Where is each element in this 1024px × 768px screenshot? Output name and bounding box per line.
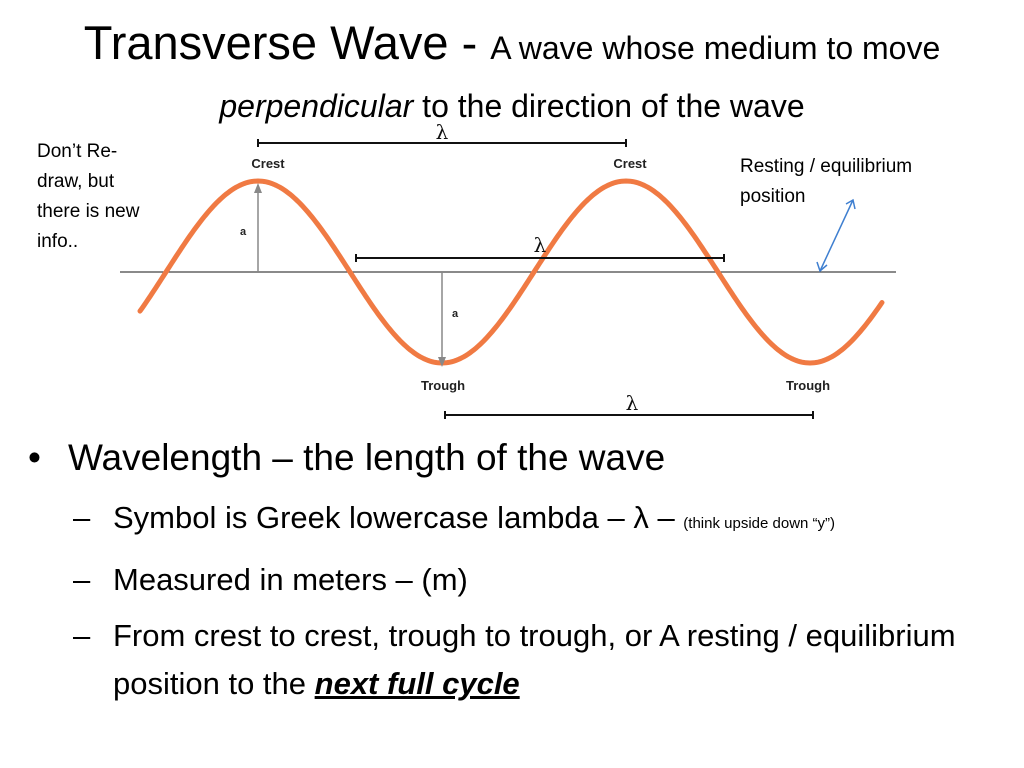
bullet-dot: •: [28, 437, 41, 478]
lambda-bottom-label: λ: [626, 391, 639, 415]
lambda-top-label: λ: [436, 120, 449, 144]
wave-curve: [137, 178, 885, 366]
side-note: Don’t Re-draw, but there is new info..: [37, 141, 140, 252]
sub-bullet-symbol-text: Symbol is Greek lowercase lambda – λ –: [113, 500, 684, 535]
sub-bullet-symbol-note: (think upside down “y”): [683, 515, 836, 532]
wavelength-bar-bottom: λ: [444, 391, 814, 419]
sub-bullet-dash: –: [73, 500, 91, 535]
slide-title: Transverse Wave - A wave whose medium to…: [0, 14, 1024, 135]
resting-position-arrow: [816, 198, 856, 273]
crest-label-right: Crest: [613, 156, 647, 171]
amplitude-arrow-trough: a: [438, 272, 459, 367]
title-emphasis: perpendicular: [219, 88, 414, 124]
amplitude-label-top: a: [240, 226, 247, 238]
title-definition-2: to the direction of the wave: [413, 88, 805, 124]
trough-label-left: Trough: [421, 378, 465, 393]
bullet-wavelength: • Wavelength – the length of the wave: [28, 430, 1008, 486]
bullet-list: • Wavelength – the length of the wave – …: [28, 430, 1008, 708]
wavelength-bar-top: λ: [257, 120, 627, 147]
title-main: Transverse Wave -: [83, 16, 491, 69]
sub-bullet-measure-text: From crest to crest, trough to trough, o…: [113, 618, 956, 701]
sub-bullet-measure: – From crest to crest, trough to trough,…: [73, 612, 1008, 708]
crest-label-left: Crest: [251, 156, 285, 171]
amplitude-arrow-crest: a: [240, 183, 262, 272]
wavelength-bar-middle: λ: [355, 233, 725, 262]
sub-bullet-units-text: Measured in meters – (m): [113, 562, 468, 597]
next-full-cycle-emphasis: next full cycle: [314, 666, 520, 701]
sub-bullet-dash: –: [73, 562, 91, 597]
lambda-middle-label: λ: [534, 233, 547, 257]
trough-label-right: Trough: [786, 378, 830, 393]
bullet-wavelength-text: Wavelength – the length of the wave: [68, 437, 666, 478]
title-definition-1: A wave whose medium to move: [490, 30, 941, 66]
sub-bullet-units: – Measured in meters – (m): [73, 556, 1008, 604]
sub-bullet-symbol: – Symbol is Greek lowercase lambda – λ –…: [73, 494, 1008, 548]
amplitude-label-bottom: a: [452, 308, 459, 320]
sub-bullet-dash: –: [73, 618, 91, 653]
resting-position-label: Resting / equilibrium position: [740, 156, 913, 207]
